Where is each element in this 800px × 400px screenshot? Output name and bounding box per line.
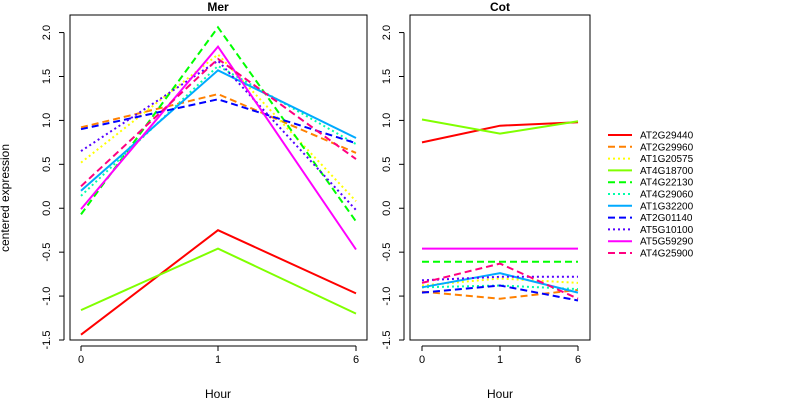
y-tick-label: 2.0 (381, 25, 393, 40)
y-tick-label: 2.0 (41, 25, 53, 40)
legend-label-at4g29060: AT4G29060 (640, 190, 694, 201)
y-tick-label: -1.0 (41, 287, 53, 306)
y-tick-label: -1.5 (41, 331, 53, 350)
series-line-cot-at2g01140 (421, 284, 579, 302)
series-line-mer-at4g25900 (80, 57, 357, 188)
x-axis-mer: 0 1 6 (78, 345, 359, 366)
panel-mer: Mer Hour -1.5 -1.0 -0.5 0.0 0.5 1.0 1.5 2.0 0 1 6 (41, 0, 368, 400)
series-line-cot-at5g10100 (421, 275, 578, 282)
y-tick-label: -1.5 (381, 331, 393, 350)
y-axis-label: centered expression (0, 144, 12, 252)
legend-label-at5g10100: AT5G10100 (640, 225, 694, 236)
y-tick-label: -1.0 (381, 287, 393, 306)
y-tick-label: 1.0 (381, 113, 393, 128)
y-tick-label: 0.5 (41, 157, 53, 172)
legend: AT2G29440AT2G29960AT1G20575AT4G18700AT4G… (608, 131, 694, 260)
y-tick-label: 1.5 (381, 69, 393, 84)
series-line-mer-at1g32200 (80, 69, 357, 192)
legend-label-at5g59290: AT5G59290 (640, 237, 694, 248)
legend-label-at4g18700: AT4G18700 (640, 166, 694, 177)
y-tick-label: 1.5 (41, 69, 53, 84)
series-line-cot-at4g25900 (421, 262, 579, 300)
y-tick-label: 0.5 (381, 157, 393, 172)
plot-frame-cot (409, 14, 591, 341)
series-line-cot-at2g29960 (421, 288, 579, 300)
series-line-mer-at2g29440 (80, 229, 357, 336)
legend-label-at4g22130: AT4G22130 (640, 178, 694, 189)
panel-title-cot: Cot (490, 0, 510, 14)
y-tick-label: 0.0 (381, 201, 393, 216)
legend-label-at4g25900: AT4G25900 (640, 249, 694, 260)
series-line-mer-at5g59290 (80, 44, 357, 251)
legend-label-at2g29960: AT2G29960 (640, 142, 694, 153)
y-axis-mer: -1.5 -1.0 -0.5 0.0 0.5 1.0 1.5 2.0 (41, 25, 65, 350)
y-tick-label: 1.0 (41, 113, 53, 128)
legend-label-at1g20575: AT1G20575 (640, 154, 694, 165)
panel-title-mer: Mer (207, 0, 229, 14)
x-tick-label: 0 (78, 354, 84, 366)
y-axis-cot: -1.5 -1.0 -0.5 0.0 0.5 1.0 1.5 2.0 (381, 25, 405, 350)
x-axis-cot: 0 1 6 (419, 345, 581, 366)
series-line-mer-at2g01140 (80, 98, 357, 145)
series-line-mer-at2g29960 (80, 93, 357, 154)
x-tick-label: 6 (353, 354, 359, 366)
series-group-cot (421, 118, 579, 302)
legend-label-at2g29440: AT2G29440 (640, 131, 694, 142)
series-line-mer-at1g20575 (80, 53, 357, 202)
x-tick-label: 1 (497, 354, 503, 366)
series-line-cot-at1g20575 (421, 277, 579, 287)
plot-frame-mer (69, 14, 368, 341)
x-tick-label: 0 (419, 354, 425, 366)
series-line-mer-at4g22130 (80, 25, 357, 222)
x-axis-label-cot: Hour (487, 387, 513, 400)
legend-label-at1g32200: AT1G32200 (640, 201, 694, 212)
legend-label-at2g01140: AT2G01140 (640, 213, 693, 224)
y-tick-label: -0.5 (41, 243, 53, 262)
panel-cot: Cot Hour -1.5 -1.0 -0.5 0.0 0.5 1.0 1.5 2.0 0 1 6 (381, 0, 591, 400)
x-tick-label: 6 (575, 354, 581, 366)
series-line-mer-at4g18700 (80, 247, 357, 315)
series-group-mer (80, 25, 357, 336)
series-line-cot-at4g18700 (421, 118, 579, 135)
x-tick-label: 1 (215, 354, 221, 366)
x-axis-label-mer: Hour (205, 387, 231, 400)
y-tick-label: 0.0 (41, 201, 53, 216)
y-tick-label: -0.5 (381, 243, 393, 262)
series-line-cot-at2g29440 (421, 121, 579, 144)
